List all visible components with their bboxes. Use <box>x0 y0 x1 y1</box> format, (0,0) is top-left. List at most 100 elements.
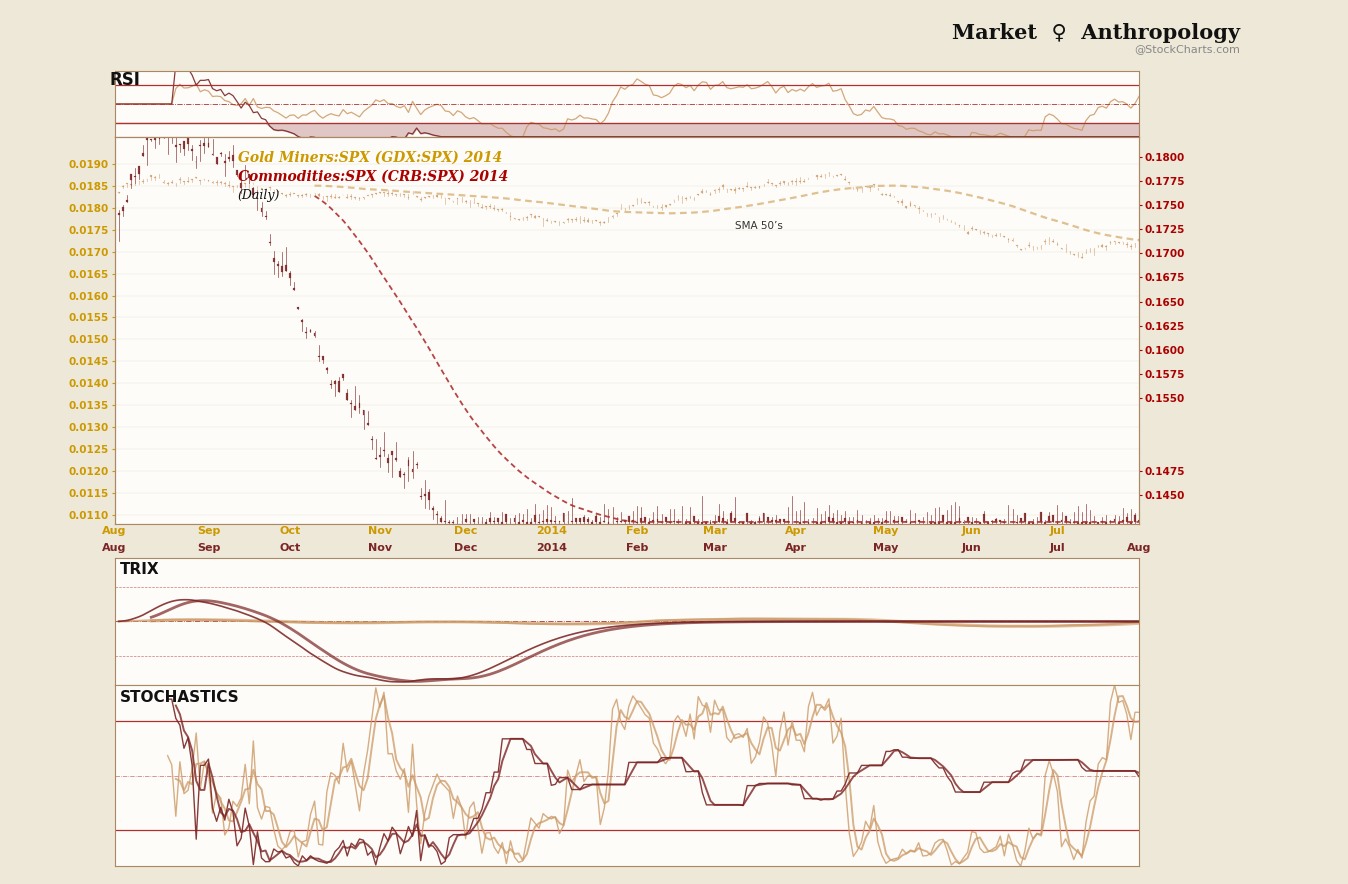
Bar <box>832 518 834 522</box>
Bar <box>306 332 307 333</box>
Bar <box>363 410 364 415</box>
Bar <box>481 207 483 208</box>
Bar <box>121 207 124 211</box>
Text: Apr: Apr <box>785 543 807 552</box>
Text: 2014: 2014 <box>535 526 566 536</box>
Bar <box>628 515 630 522</box>
Bar <box>310 330 311 332</box>
Bar <box>574 518 577 522</box>
Bar <box>1130 522 1132 527</box>
Bar <box>717 189 720 190</box>
Bar <box>1041 512 1042 522</box>
Bar <box>787 521 789 522</box>
Bar <box>588 520 589 522</box>
Bar <box>661 522 662 523</box>
Bar <box>950 522 952 524</box>
Bar <box>220 153 221 154</box>
Bar <box>570 219 573 220</box>
Bar <box>252 188 255 194</box>
Bar <box>640 518 642 522</box>
Bar <box>882 194 883 195</box>
Bar <box>268 187 271 188</box>
Text: Gold Miners:SPX (GDX:SPX) 2014: Gold Miners:SPX (GDX:SPX) 2014 <box>237 151 501 164</box>
Bar <box>1081 522 1082 526</box>
Bar <box>314 333 315 336</box>
Bar <box>526 217 527 218</box>
Text: Feb: Feb <box>625 526 648 536</box>
Text: Aug: Aug <box>102 526 127 536</box>
Bar <box>584 517 585 522</box>
Bar <box>803 522 805 523</box>
Text: Sep: Sep <box>197 526 220 536</box>
Bar <box>187 181 189 182</box>
Bar <box>514 518 515 522</box>
Bar <box>656 519 658 522</box>
Bar <box>1065 515 1066 522</box>
Bar <box>574 219 577 220</box>
Bar <box>208 142 209 147</box>
Bar <box>187 137 189 144</box>
Bar <box>1126 244 1128 245</box>
Bar <box>355 406 356 410</box>
Bar <box>387 458 390 463</box>
Bar <box>526 522 527 526</box>
Text: Dec: Dec <box>454 543 477 552</box>
Bar <box>709 522 712 524</box>
Bar <box>550 520 553 522</box>
Bar <box>256 194 259 195</box>
Bar <box>350 403 352 404</box>
Bar <box>739 522 740 523</box>
Bar <box>954 522 956 525</box>
Bar <box>415 196 418 197</box>
Bar <box>1113 519 1116 522</box>
Bar <box>445 521 446 522</box>
Text: Dec: Dec <box>454 526 477 536</box>
Bar <box>143 153 144 156</box>
Bar <box>403 474 406 476</box>
Bar <box>558 521 561 522</box>
Bar <box>175 144 177 147</box>
Bar <box>204 143 205 146</box>
Bar <box>995 520 998 522</box>
Text: Jul: Jul <box>1050 526 1065 536</box>
Bar <box>930 522 931 525</box>
Bar <box>437 195 438 197</box>
Bar <box>795 180 797 182</box>
Text: (Daily): (Daily) <box>237 189 280 202</box>
Text: Commodities:SPX (CRB:SPX) 2014: Commodities:SPX (CRB:SPX) 2014 <box>237 170 508 184</box>
Text: Jul: Jul <box>1050 543 1065 552</box>
Bar <box>359 403 360 408</box>
Bar <box>489 518 491 522</box>
Bar <box>493 521 495 522</box>
Bar <box>562 513 565 522</box>
Bar <box>588 220 589 222</box>
Text: Jun: Jun <box>962 543 981 552</box>
Bar <box>836 522 838 528</box>
Bar <box>318 194 319 195</box>
Bar <box>975 521 977 522</box>
Bar <box>693 515 696 522</box>
Bar <box>534 514 537 522</box>
Bar <box>183 141 185 149</box>
Bar <box>755 522 756 529</box>
Bar <box>918 520 919 522</box>
Bar <box>856 520 859 522</box>
Text: STOCHASTICS: STOCHASTICS <box>120 690 240 705</box>
Bar <box>371 438 372 440</box>
Bar <box>334 381 336 385</box>
Bar <box>212 155 213 156</box>
Bar <box>395 458 398 460</box>
Text: Oct: Oct <box>279 526 301 536</box>
Bar <box>216 157 217 164</box>
Bar <box>411 469 414 472</box>
Bar <box>407 460 410 466</box>
Bar <box>423 494 426 496</box>
Text: May: May <box>874 543 899 552</box>
Bar <box>302 194 303 196</box>
Text: Feb: Feb <box>625 543 648 552</box>
Bar <box>1089 522 1091 527</box>
Bar <box>632 520 634 522</box>
Text: May: May <box>874 526 899 536</box>
Bar <box>191 149 193 150</box>
Bar <box>820 176 822 177</box>
